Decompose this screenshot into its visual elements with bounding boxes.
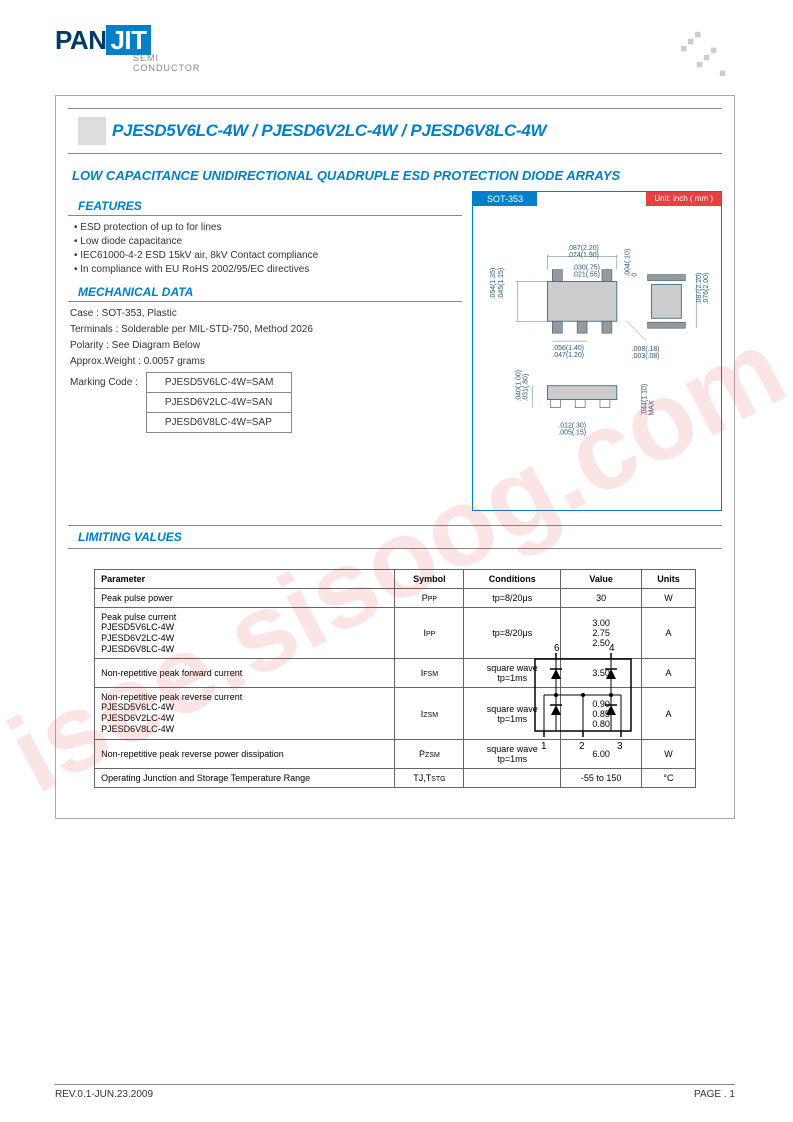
svg-text:.076(2.00): .076(2.00) <box>703 273 710 305</box>
svg-text:.004(.10): .004(.10) <box>625 249 632 277</box>
value-cell: -55 to 150 <box>561 768 642 787</box>
mech-weight: Approx.Weight : 0.0057 grams <box>70 356 462 367</box>
symbol-cell: IPP <box>395 608 464 659</box>
col-conditions: Conditions <box>464 570 561 589</box>
package-name: SOT-353 <box>473 192 537 206</box>
subtitle: LOW CAPACITANCE UNIDIRECTIONAL QUADRUPLE… <box>72 168 722 183</box>
col-parameter: Parameter <box>95 570 395 589</box>
cond-cell: tp=8/20μs <box>464 589 561 608</box>
package-unit-label: Unit: inch ( mm ) <box>646 192 721 206</box>
symbol-cell: PZSM <box>395 739 464 768</box>
svg-text:2: 2 <box>579 741 585 751</box>
marking-code: PJESD6V8LC-4W=SAP <box>146 413 292 433</box>
unit-cell: A <box>642 688 696 739</box>
symbol-cell: IZSM <box>395 688 464 739</box>
param-cell: Non-repetitive peak reverse power dissip… <box>95 739 395 768</box>
param-cell: Non-repetitive peak forward current <box>95 659 395 688</box>
page-number: PAGE . 1 <box>694 1089 735 1100</box>
svg-text:.044(1.10): .044(1.10) <box>642 384 649 416</box>
marking-code: PJESD6V2LC-4W=SAN <box>146 393 292 413</box>
svg-text:.047(1.20): .047(1.20) <box>552 352 584 359</box>
svg-text:.012(.30): .012(.30) <box>558 422 586 429</box>
unit-cell: W <box>642 589 696 608</box>
title-square-icon <box>78 117 106 145</box>
logo-subtitle: SEMICONDUCTOR <box>133 54 200 74</box>
unit-cell: °C <box>642 768 696 787</box>
limiting-values-heading: LIMITING VALUES <box>68 525 722 549</box>
unit-cell: A <box>642 608 696 659</box>
marking-code-table: PJESD5V6LC-4W=SAM PJESD6V2LC-4W=SAN PJES… <box>146 372 293 433</box>
brand-logo: PANJIT SEMICONDUCTOR <box>55 25 200 74</box>
unit-cell: W <box>642 739 696 768</box>
svg-text:.045(1.15): .045(1.15) <box>498 268 505 300</box>
features-heading: FEATURES <box>68 197 462 216</box>
svg-text:.087(2.20): .087(2.20) <box>567 245 599 252</box>
feature-item: In compliance with EU RoHS 2002/95/EC di… <box>74 264 462 275</box>
svg-text:.005(.15): .005(.15) <box>558 429 586 436</box>
feature-item: Low diode capacitance <box>74 236 462 247</box>
decorative-dots: ◆ ◆◆ ◆ ◆◆ ◆ <box>677 29 740 92</box>
part-title: PJESD5V6LC-4W / PJESD6V2LC-4W / PJESD6V8… <box>112 121 546 141</box>
svg-text:.054(1.35): .054(1.35) <box>490 268 497 300</box>
svg-text:1: 1 <box>541 741 547 751</box>
svg-text:.031(.80): .031(.80) <box>523 374 530 402</box>
svg-text:.056(1.40): .056(1.40) <box>552 345 584 352</box>
param-cell: Peak pulse power <box>95 589 395 608</box>
svg-text:.030(.75): .030(.75) <box>572 265 600 272</box>
package-drawing: .087(2.20) .074(1.90) .030(.75) .021(.55… <box>473 206 721 496</box>
feature-item: ESD protection of up to for lines <box>74 222 462 233</box>
svg-text:.087(2.20): .087(2.20) <box>696 273 703 305</box>
mechanical-heading: MECHANICAL DATA <box>68 283 462 302</box>
circuit-diagram: 6 4 1 2 3 <box>529 641 639 756</box>
marking-code: PJESD5V6LC-4W=SAM <box>146 373 292 393</box>
mechanical-data: Case : SOT-353, Plastic Terminals : Sold… <box>70 308 462 433</box>
svg-text:.040(1.00): .040(1.00) <box>516 370 523 402</box>
feature-item: IEC61000-4-2 ESD 15kV air, 8kV Contact c… <box>74 250 462 261</box>
svg-text:.008(.18): .008(.18) <box>632 346 660 353</box>
mech-terminals: Terminals : Solderable per MIL-STD-750, … <box>70 324 462 335</box>
marking-label: Marking Code : <box>70 377 138 388</box>
cond-cell <box>464 768 561 787</box>
param-cell: Operating Junction and Storage Temperatu… <box>95 768 395 787</box>
logo-pan: PAN <box>55 25 106 55</box>
svg-text:4: 4 <box>609 643 615 654</box>
svg-text:3: 3 <box>617 741 623 751</box>
page-footer: REV.0.1-JUN.23.2009 PAGE . 1 <box>55 1084 735 1100</box>
symbol-cell: PPP <box>395 589 464 608</box>
svg-text:0: 0 <box>632 273 639 277</box>
features-list: ESD protection of up to for lines Low di… <box>74 222 462 275</box>
value-cell: 30 <box>561 589 642 608</box>
package-outline-box: SOT-353 Unit: inch ( mm ) <box>472 191 722 511</box>
datasheet-page: PJESD5V6LC-4W / PJESD6V2LC-4W / PJESD6V8… <box>55 95 735 819</box>
svg-text:.074(1.90): .074(1.90) <box>567 252 599 259</box>
logo-jit: JIT <box>106 25 150 55</box>
col-value: Value <box>561 570 642 589</box>
svg-text:.021(.55): .021(.55) <box>572 272 600 279</box>
revision-text: REV.0.1-JUN.23.2009 <box>55 1089 153 1100</box>
param-cell: Non-repetitive peak reverse currentPJESD… <box>95 688 395 739</box>
svg-text:MAX: MAX <box>649 400 656 415</box>
symbol-cell: TJ,TSTG <box>395 768 464 787</box>
svg-text:.003(.08): .003(.08) <box>632 353 660 360</box>
param-cell: Peak pulse currentPJESD5V6LC-4WPJESD6V2L… <box>95 608 395 659</box>
unit-cell: A <box>642 659 696 688</box>
mech-case: Case : SOT-353, Plastic <box>70 308 462 319</box>
title-bar: PJESD5V6LC-4W / PJESD6V2LC-4W / PJESD6V8… <box>68 108 722 154</box>
mech-polarity: Polarity : See Diagram Below <box>70 340 462 351</box>
col-units: Units <box>642 570 696 589</box>
symbol-cell: IFSM <box>395 659 464 688</box>
col-symbol: Symbol <box>395 570 464 589</box>
svg-text:6: 6 <box>554 643 560 654</box>
